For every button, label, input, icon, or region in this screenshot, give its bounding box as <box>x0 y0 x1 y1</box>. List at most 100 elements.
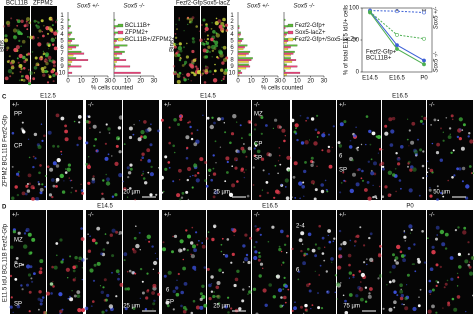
scale-bar-label: 75 µm <box>343 304 360 310</box>
legend-label: BCL11B+/ZFPM2+ <box>125 37 176 43</box>
bar <box>113 63 116 66</box>
cell <box>368 236 371 240</box>
cell <box>176 193 181 198</box>
cell <box>465 184 470 189</box>
cell <box>71 290 73 292</box>
cell <box>338 229 342 233</box>
cell <box>11 196 15 200</box>
cell <box>321 133 326 138</box>
cell <box>183 46 185 49</box>
stage-label: E14.5 <box>97 204 113 210</box>
cell <box>207 231 210 233</box>
cell <box>216 294 221 299</box>
cell <box>52 60 56 64</box>
cell <box>123 259 126 262</box>
cell <box>356 149 359 152</box>
cell <box>52 161 57 166</box>
bar <box>283 44 298 47</box>
cell <box>275 274 281 279</box>
cell <box>20 19 24 23</box>
cell <box>118 231 123 235</box>
zone-label: SP <box>339 168 347 174</box>
cell <box>212 195 216 199</box>
cell <box>280 250 283 253</box>
cell <box>272 127 274 129</box>
bin-label: 7 <box>60 51 64 57</box>
stage-label: P0 <box>406 204 414 210</box>
cell <box>88 163 91 166</box>
cell <box>132 248 135 251</box>
cell <box>260 132 263 135</box>
cell <box>435 151 440 155</box>
cell <box>157 129 160 133</box>
cell <box>178 179 181 181</box>
cell <box>108 132 111 134</box>
cell <box>52 64 56 68</box>
cell <box>296 138 299 142</box>
cell <box>152 302 156 306</box>
cell <box>138 120 141 122</box>
cell <box>42 73 46 77</box>
cell <box>12 230 16 234</box>
cell <box>318 224 322 228</box>
cell <box>306 310 308 312</box>
cell <box>189 125 192 129</box>
cell <box>247 120 252 124</box>
x-tick-label: 20 <box>307 79 314 85</box>
cell <box>422 150 425 153</box>
cell <box>283 139 286 143</box>
cell <box>403 231 406 234</box>
cell <box>238 307 242 311</box>
cell <box>409 232 412 234</box>
cell <box>45 54 49 58</box>
cell <box>214 140 217 143</box>
bar <box>113 39 117 42</box>
cell <box>277 124 281 129</box>
cell <box>47 55 52 60</box>
bar <box>113 57 120 60</box>
cell <box>50 292 53 295</box>
cell <box>408 129 411 132</box>
cell <box>252 287 257 291</box>
cell <box>304 303 308 308</box>
cell <box>256 227 260 231</box>
cell <box>178 168 182 173</box>
cell <box>356 168 359 172</box>
cell <box>314 243 317 246</box>
cell <box>38 270 43 275</box>
cell <box>415 154 418 157</box>
cell <box>348 277 350 279</box>
cell <box>234 157 238 162</box>
cell <box>109 233 114 237</box>
cell <box>107 153 110 156</box>
bar <box>237 39 243 42</box>
cell <box>157 292 161 296</box>
cell <box>218 50 223 55</box>
cell <box>213 121 216 125</box>
x-tick-label: 20 <box>261 79 268 85</box>
cell <box>353 134 357 138</box>
micrograph <box>86 210 122 314</box>
cell <box>115 230 119 234</box>
cell <box>382 167 385 171</box>
cell <box>37 181 40 183</box>
bar <box>237 57 253 60</box>
cell <box>27 273 32 277</box>
cell <box>447 179 450 182</box>
cell <box>431 142 434 145</box>
cell <box>147 159 152 164</box>
cell <box>206 34 209 37</box>
cell <box>433 118 437 122</box>
cell <box>31 237 36 242</box>
cell <box>255 240 258 244</box>
cell <box>338 144 343 148</box>
cell <box>423 261 427 264</box>
cell <box>166 304 170 308</box>
cell <box>91 179 96 184</box>
bar <box>237 38 244 40</box>
cell <box>178 42 182 46</box>
cell <box>204 68 209 73</box>
cell <box>419 148 423 152</box>
cell <box>179 118 183 122</box>
cell <box>172 65 176 68</box>
